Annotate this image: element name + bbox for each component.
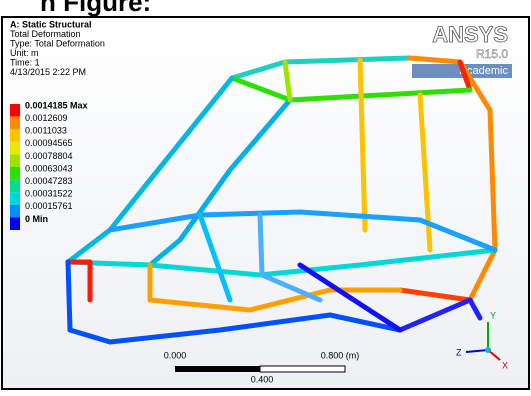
- legend-swatch: [10, 205, 20, 218]
- legend-swatch: [10, 167, 20, 180]
- legend-label: 0.00031522: [25, 189, 73, 199]
- scale-bar: [175, 366, 260, 372]
- scale-start: 0.000: [164, 350, 187, 360]
- scale-end: 0.800 (m): [321, 350, 360, 360]
- legend-label: 0.00078804: [25, 151, 73, 161]
- header-line: Total Deformation: [10, 29, 81, 39]
- screenshot: n Figure: A: Static StructuralTotal Defo…: [0, 0, 531, 391]
- legend-label: 0 Min: [25, 214, 48, 224]
- scale-middle: 0.400: [251, 374, 274, 384]
- legend-label: 0.00094565: [25, 138, 73, 148]
- legend-swatch: [10, 180, 20, 193]
- legend-swatch: [10, 142, 20, 155]
- page: n Figure: A: Static StructuralTotal Defo…: [0, 0, 531, 396]
- legend-label: 0.0011033: [25, 126, 67, 136]
- legend-swatch: [10, 192, 20, 205]
- legend-swatch: [10, 129, 20, 142]
- axis-y: Y: [490, 310, 496, 320]
- scale-bar: [260, 366, 345, 372]
- legend-label: 0.0014185 Max: [25, 100, 88, 110]
- legend-label: 0.00015761: [25, 201, 73, 211]
- header-line: Unit: m: [10, 48, 39, 58]
- header-line: 4/13/2015 2:22 PM: [10, 67, 86, 77]
- header-line: Type: Total Deformation: [10, 38, 105, 48]
- legend-swatch: [10, 104, 20, 117]
- header-line: Time: 1: [10, 57, 40, 67]
- logo-name: ANSYS: [432, 22, 508, 47]
- legend-label: 0.0012609: [25, 113, 68, 123]
- header-line: A: Static Structural: [10, 19, 92, 29]
- caption: n Figure:: [40, 0, 151, 17]
- legend-label: 0.00047283: [25, 176, 73, 186]
- legend-swatch: [10, 217, 20, 230]
- legend-swatch: [10, 117, 20, 130]
- legend-swatch: [10, 154, 20, 167]
- logo-release: R15.0: [476, 47, 508, 61]
- axis-x: X: [502, 360, 508, 370]
- legend-label: 0.00063043: [25, 163, 73, 173]
- axis-z: Z: [456, 347, 462, 357]
